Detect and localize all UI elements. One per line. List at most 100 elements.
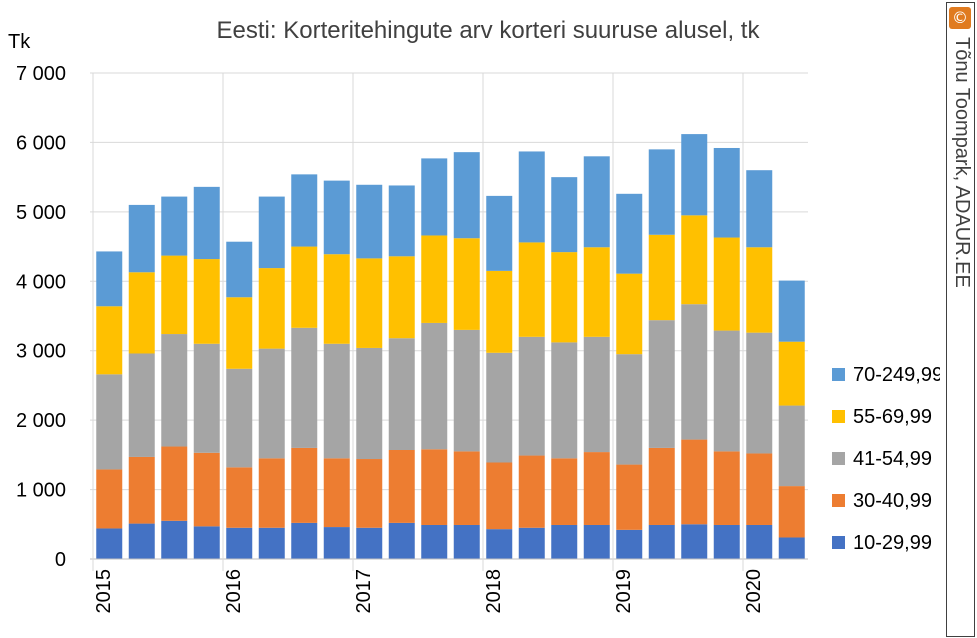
bar-segment-30-40-99 [388, 449, 415, 523]
bar-segment-10-29-99 [161, 520, 188, 559]
bar-segment-55-69-99 [96, 306, 123, 375]
bar-segment-41-54-99 [713, 330, 740, 452]
y-tick-label: 2 000 [16, 410, 66, 432]
bar-segment-70-249-99 [291, 174, 318, 247]
bar-segment-10-29-99 [421, 524, 448, 559]
bar-segment-10-29-99 [388, 522, 415, 559]
bars [96, 134, 805, 559]
bar-segment-41-54-99 [778, 405, 805, 487]
bar-segment-41-54-99 [616, 354, 643, 465]
bar-segment-10-29-99 [258, 527, 285, 559]
y-tick-label: 1 000 [16, 480, 66, 502]
bar-segment-70-249-99 [518, 151, 545, 243]
bar-segment-41-54-99 [648, 320, 675, 448]
bar-segment-70-249-99 [648, 149, 675, 235]
bar-segment-70-249-99 [713, 147, 740, 238]
bar-segment-30-40-99 [778, 486, 805, 538]
legend-swatch [832, 536, 845, 549]
bar-segment-70-249-99 [421, 158, 448, 236]
bar-segment-55-69-99 [323, 254, 350, 344]
bar-segment-70-249-99 [746, 170, 773, 248]
bar-segment-55-69-99 [161, 255, 188, 335]
bar-segment-70-249-99 [193, 186, 220, 260]
bar-segment-70-249-99 [161, 196, 188, 256]
bar-segment-10-29-99 [713, 524, 740, 559]
bar-segment-70-249-99 [356, 184, 383, 259]
bar-segment-41-54-99 [518, 336, 545, 456]
bar-segment-30-40-99 [648, 447, 675, 525]
legend-swatch [832, 410, 845, 423]
bar-segment-70-249-99 [778, 280, 805, 342]
bar-segment-10-29-99 [356, 527, 383, 559]
bar-segment-55-69-99 [291, 246, 318, 328]
x-tick-label: 2015 [93, 569, 115, 614]
y-axis-ticks: 0 1 000 2 000 3 000 4 000 5 000 6 000 7 000 [16, 63, 66, 571]
legend-swatch [832, 368, 845, 381]
bar-segment-70-249-99 [551, 177, 578, 253]
bar-segment-70-249-99 [323, 180, 350, 255]
bar-segment-55-69-99 [258, 268, 285, 349]
x-tick-label: 2018 [483, 569, 505, 614]
x-tick-label: 2020 [743, 569, 765, 614]
bar-segment-41-54-99 [421, 322, 448, 450]
bar-segment-30-40-99 [486, 462, 513, 530]
bar-segment-10-29-99 [453, 524, 480, 559]
bar-segment-55-69-99 [746, 247, 773, 333]
legend-swatch [832, 494, 845, 507]
bar-segment-55-69-99 [226, 297, 253, 369]
bar-segment-55-69-99 [681, 215, 708, 305]
bar-segment-30-40-99 [681, 439, 708, 525]
y-tick-label: 7 000 [16, 63, 66, 85]
bar-segment-41-54-99 [323, 343, 350, 459]
stacked-bar-chart: Eesti: Korteritehingute arv korteri suur… [8, 17, 940, 614]
bar-segment-10-29-99 [486, 529, 513, 559]
bar-segment-10-29-99 [291, 522, 318, 559]
bar-segment-30-40-99 [161, 446, 188, 521]
credit-text: Tõnu Toompark, ADAUR.EE [951, 37, 973, 288]
bar-segment-10-29-99 [616, 529, 643, 559]
bar-segment-30-40-99 [291, 447, 318, 523]
bar-segment-10-29-99 [518, 527, 545, 559]
bar-segment-55-69-99 [486, 270, 513, 353]
legend: 70-249,99 55-69,99 41-54,99 30-40,99 10-29,9… [832, 364, 940, 554]
bar-segment-41-54-99 [583, 336, 610, 453]
y-tick-label: 5 000 [16, 202, 66, 224]
legend-label: 55-69,99 [853, 406, 932, 428]
bar-segment-70-249-99 [681, 134, 708, 216]
bar-segment-10-29-99 [551, 524, 578, 559]
bar-segment-30-40-99 [616, 464, 643, 530]
bar-segment-41-54-99 [291, 327, 318, 448]
x-axis: 2015 2016 2017 2018 2019 2020 [90, 73, 808, 614]
legend-label: 41-54,99 [853, 448, 932, 470]
legend-swatch [832, 452, 845, 465]
copyright-icon: © [949, 7, 971, 29]
bar-segment-30-40-99 [128, 456, 155, 524]
bar-segment-55-69-99 [193, 259, 220, 344]
bar-segment-30-40-99 [96, 469, 123, 529]
bar-segment-30-40-99 [421, 449, 448, 525]
x-tick-label: 2017 [353, 569, 375, 614]
bar-segment-30-40-99 [518, 455, 545, 528]
credit-box: © Tõnu Toompark, ADAUR.EE [946, 2, 975, 637]
bar-segment-10-29-99 [778, 537, 805, 559]
x-tick-label: 2019 [613, 569, 635, 614]
bar-segment-30-40-99 [193, 452, 220, 527]
bar-segment-41-54-99 [193, 343, 220, 453]
bar-segment-55-69-99 [356, 258, 383, 348]
bar-segment-30-40-99 [356, 459, 383, 528]
bar-segment-41-54-99 [746, 332, 773, 454]
bar-segment-70-249-99 [128, 204, 155, 273]
bar-segment-10-29-99 [583, 524, 610, 559]
bar-segment-70-249-99 [226, 241, 253, 298]
y-tick-label: 6 000 [16, 132, 66, 154]
chart-title: Eesti: Korteritehingute arv korteri suur… [217, 17, 761, 44]
bar-segment-55-69-99 [128, 272, 155, 354]
bar-segment-10-29-99 [681, 524, 708, 559]
y-axis-label: Tk [8, 31, 31, 53]
bar-segment-55-69-99 [551, 252, 578, 343]
legend-label: 30-40,99 [853, 490, 932, 512]
legend-label: 70-249,99 [853, 364, 940, 386]
bar-segment-70-249-99 [583, 156, 610, 248]
bar-segment-41-54-99 [551, 342, 578, 459]
bar-segment-55-69-99 [518, 242, 545, 337]
